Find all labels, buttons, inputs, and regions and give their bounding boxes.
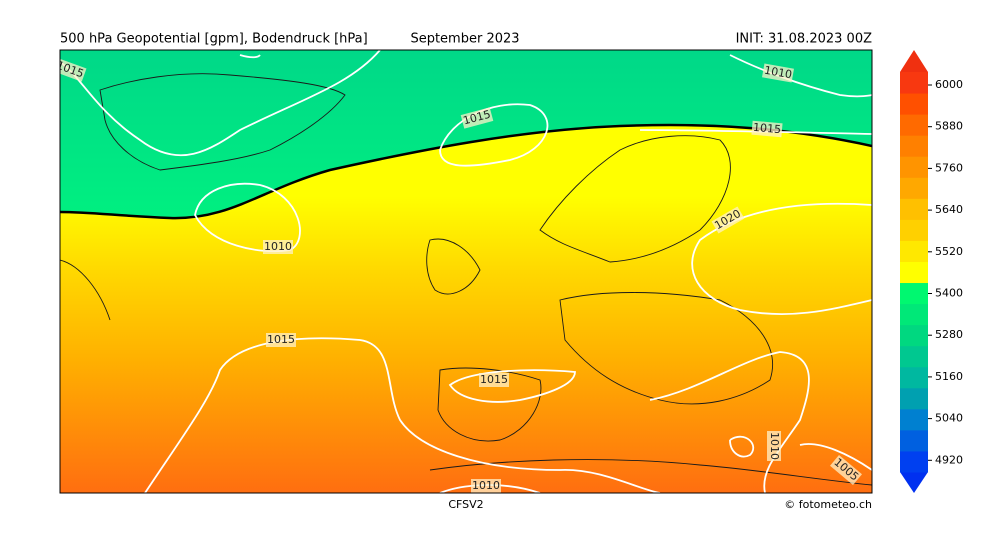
- colorbar-tick-label: 6000: [935, 78, 963, 91]
- colorbar-tick-label: 5040: [935, 412, 963, 425]
- colorbar-band: [900, 219, 928, 241]
- contour-label-box: [60, 58, 87, 82]
- colorbar-band: [900, 261, 928, 284]
- contour-label-box: [460, 107, 494, 129]
- contour-label-box: [471, 479, 501, 493]
- contour-label-box: [711, 206, 745, 234]
- colorbar-band: [900, 303, 928, 326]
- colorbar-band: [900, 198, 928, 220]
- colorbar-tick-label: 5760: [935, 161, 963, 174]
- cold-area: [60, 50, 872, 219]
- contour-label: 1015: [751, 120, 783, 138]
- isobars: [60, 50, 872, 493]
- colorbar-band: [900, 240, 928, 262]
- colorbar-bottom-arrow: [900, 472, 928, 493]
- init-time: INIT: 31.08.2023 00Z: [736, 32, 873, 47]
- contour-label: 1010: [471, 479, 501, 493]
- map-frame: [59, 49, 873, 494]
- contour-label-box: [830, 454, 862, 486]
- contour-label-text: 1010: [264, 240, 292, 253]
- colorbar-tick-label: 4920: [935, 453, 963, 466]
- contour-label: 1010: [762, 63, 794, 83]
- contour-label: 1015: [460, 107, 494, 129]
- colorbar-band: [900, 450, 928, 473]
- contour-label-box: [263, 240, 293, 254]
- period: September 2023: [410, 32, 519, 47]
- colorbar: 6000 5880 5760 5640 5520 5400 5280 5160 5040 4920: [900, 50, 963, 493]
- contour-label-box: [762, 63, 794, 83]
- colorbar-band: [900, 282, 928, 305]
- colorbar-band: [900, 114, 928, 136]
- contour-label: 1010: [263, 240, 293, 254]
- colorbar-band: [900, 408, 928, 431]
- colorbar-top-arrow: [900, 50, 928, 72]
- contour-label-text: 1015: [480, 373, 508, 386]
- colorbar-band: [900, 366, 928, 389]
- contour-label-box: [767, 431, 781, 461]
- map-title: 500 hPa Geopotential [gpm], Bodendruck […: [60, 32, 368, 47]
- contour-5520: [60, 123, 872, 220]
- contour-label: 1015: [266, 333, 296, 347]
- map: 1015 101010151015101010201015101510101005…: [60, 50, 872, 493]
- colorbar-tick-label: 5400: [935, 287, 963, 300]
- contour-label-box: [751, 120, 783, 138]
- colorbar-band: [900, 177, 928, 199]
- contour-label: 1015: [479, 373, 509, 387]
- contour-label-box: [266, 333, 296, 347]
- colorbar-tick-label: 5520: [935, 245, 963, 258]
- contour-label-box: [479, 373, 509, 387]
- colorbar-tick-label: 5280: [935, 328, 963, 341]
- colorbar-tick-label: 5160: [935, 370, 963, 383]
- model-label: CFSV2: [448, 498, 483, 511]
- coastlines: [60, 73, 872, 486]
- credit: © fotometeo.ch: [784, 498, 872, 511]
- contour-label-text: 1015: [267, 333, 295, 346]
- contour-label-text: 1010: [763, 64, 793, 82]
- colorbar-band: [900, 135, 928, 157]
- colorbar-tick-label: 5640: [935, 203, 963, 216]
- contour-label-text: 1010: [768, 432, 781, 460]
- colorbar-band: [900, 324, 928, 347]
- contour-label-text: 1010: [472, 479, 500, 492]
- contour-label-text: 1015: [753, 121, 782, 136]
- colorbar-band: [900, 387, 928, 410]
- colorbar-band: [900, 72, 928, 94]
- colorbar-band: [900, 156, 928, 178]
- colorbar-band: [900, 429, 928, 452]
- colorbar-band: [900, 345, 928, 368]
- colorbar-band: [900, 93, 928, 115]
- contour-label: 1010: [767, 431, 781, 461]
- colorbar-tick-label: 5880: [935, 120, 963, 133]
